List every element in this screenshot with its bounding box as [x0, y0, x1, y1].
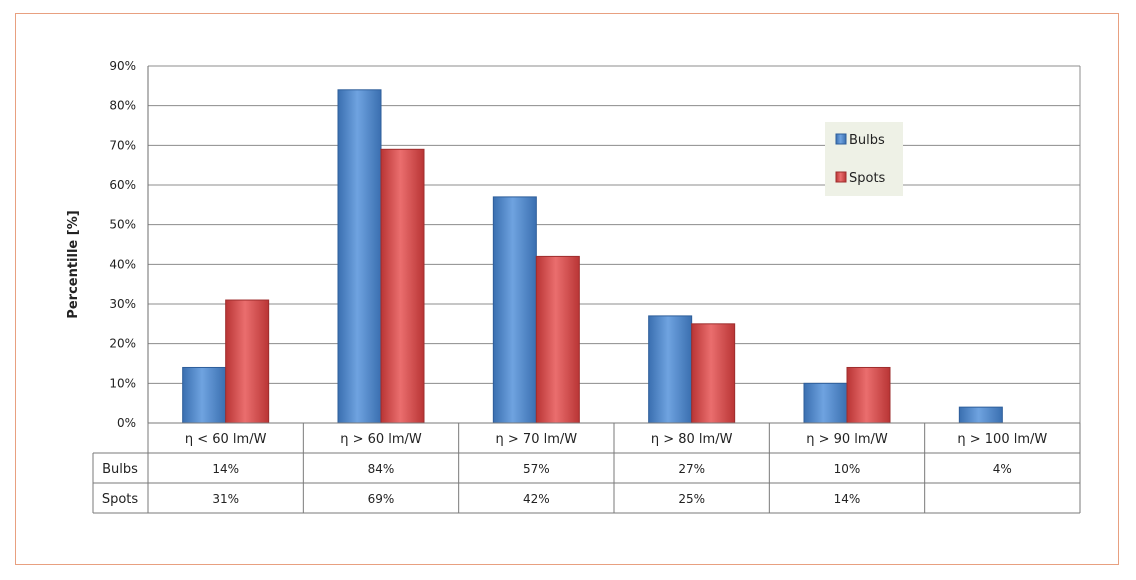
bar-bulbs [958, 406, 1003, 424]
table-row-header: Spots [102, 492, 139, 507]
bar-bulbs [182, 366, 227, 424]
data-label: 14% [834, 492, 861, 506]
table-row-header: Bulbs [102, 462, 138, 477]
y-tick-label: 70% [109, 138, 136, 152]
data-label: 31% [212, 492, 239, 506]
y-tick-label: 10% [109, 376, 136, 390]
y-tick-label: 30% [109, 297, 136, 311]
bar-spots [846, 366, 891, 424]
category-label: η > 80 lm/W [651, 432, 733, 447]
bar-spots [691, 323, 736, 424]
y-tick-label: 20% [109, 337, 136, 351]
bar-spots [225, 299, 270, 424]
bar-bulbs [648, 315, 693, 424]
data-label: 10% [834, 462, 861, 476]
legend-swatch [835, 171, 847, 183]
bar-spots [380, 148, 425, 424]
legend-label: Spots [849, 171, 886, 186]
category-label: η > 60 lm/W [340, 432, 422, 447]
bar-bulbs [803, 382, 848, 424]
data-label: 25% [678, 492, 705, 506]
category-label: η > 90 lm/W [806, 432, 888, 447]
bar-bulbs [337, 89, 382, 424]
y-tick-label: 90% [109, 59, 136, 73]
figure-frame [15, 13, 1119, 565]
data-label: 42% [523, 492, 550, 506]
y-tick-label: 50% [109, 218, 136, 232]
y-tick-label: 0% [117, 416, 136, 430]
legend-label: Bulbs [849, 133, 885, 148]
legend: Bulbs Spots [825, 122, 903, 196]
category-label: η > 100 lm/W [957, 432, 1047, 447]
bar-spots [535, 255, 580, 424]
data-label: 27% [678, 462, 705, 476]
y-tick-label: 60% [109, 178, 136, 192]
y-tick-label: 80% [109, 99, 136, 113]
legend-swatch [835, 133, 847, 145]
data-label: 69% [368, 492, 395, 506]
data-label: 14% [212, 462, 239, 476]
bar-bulbs [492, 196, 537, 424]
category-label: η < 60 lm/W [185, 432, 267, 447]
y-axis-label: Percentille [%] [66, 210, 81, 318]
data-label: 57% [523, 462, 550, 476]
category-label: η > 70 lm/W [496, 432, 578, 447]
plot-area [148, 66, 1080, 423]
data-label: 84% [368, 462, 395, 476]
y-tick-label: 40% [109, 257, 136, 271]
data-label: 4% [993, 462, 1012, 476]
